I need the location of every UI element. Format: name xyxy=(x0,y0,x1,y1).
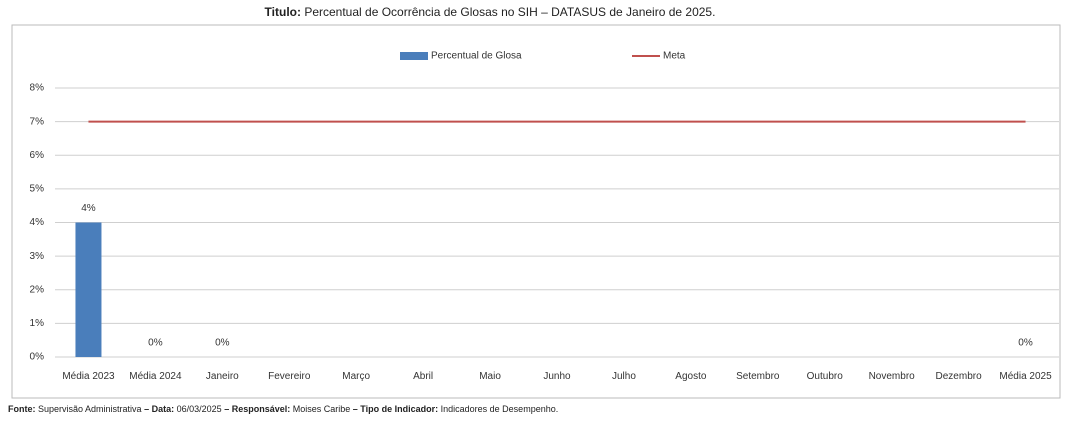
x-tick-label: Junho xyxy=(543,371,571,382)
footer-value: Indicadores de Desempenho. xyxy=(440,404,559,414)
footer: Fonte: Supervisão Administrativa – Data:… xyxy=(8,404,561,414)
title-text: Percentual de Ocorrência de Glosas no SI… xyxy=(304,5,716,19)
data-label: 0% xyxy=(1018,338,1033,349)
x-tick-label: Agosto xyxy=(675,371,707,382)
y-tick-label: 2% xyxy=(30,284,45,295)
footer-value: 06/03/2025 xyxy=(176,404,222,414)
x-tick-label: Novembro xyxy=(868,371,915,382)
x-tick-label: Média 2025 xyxy=(999,371,1052,382)
title: Titulo: Percentual de Ocorrência de Glos… xyxy=(0,5,980,19)
x-tick-label: Setembro xyxy=(736,371,780,382)
x-tick-label: Julho xyxy=(611,371,636,382)
chart-frame xyxy=(11,24,1061,399)
y-tick-label: 7% xyxy=(30,116,45,127)
footer-label: – Data: xyxy=(144,404,175,414)
footer-label: – Responsável: xyxy=(224,404,291,414)
title-label: Titulo: xyxy=(264,5,301,19)
footer-value: Moises Caribe xyxy=(292,404,351,414)
x-tick-label: Média 2023 xyxy=(62,371,115,382)
x-tick-label: Fevereiro xyxy=(268,371,311,382)
y-tick-label: 6% xyxy=(30,150,45,161)
bar xyxy=(75,222,102,357)
y-tick-label: 0% xyxy=(30,352,45,363)
footer-label: Fonte: xyxy=(8,404,36,414)
x-tick-label: Dezembro xyxy=(935,371,982,382)
x-tick-label: Maio xyxy=(479,371,501,382)
x-tick-label: Abril xyxy=(413,371,434,382)
data-label: 0% xyxy=(215,338,230,349)
data-label: 0% xyxy=(148,338,163,349)
x-tick-label: Média 2024 xyxy=(129,371,182,382)
legend-swatch xyxy=(400,52,428,60)
footer-label: – Tipo de Indicador: xyxy=(352,404,439,414)
y-tick-label: 1% xyxy=(30,318,45,329)
x-tick-label: Outubro xyxy=(806,371,843,382)
x-tick-label: Março xyxy=(342,371,371,382)
y-tick-label: 5% xyxy=(30,184,45,195)
x-tick-label: Janeiro xyxy=(205,371,239,382)
y-tick-label: 3% xyxy=(30,251,45,262)
y-tick-label: 8% xyxy=(30,83,45,94)
legend-label: Percentual de Glosa xyxy=(431,51,522,62)
data-label: 4% xyxy=(81,203,96,214)
y-tick-label: 4% xyxy=(30,217,45,228)
legend-label: Meta xyxy=(663,51,686,62)
footer-value: Supervisão Administrativa xyxy=(38,404,142,414)
